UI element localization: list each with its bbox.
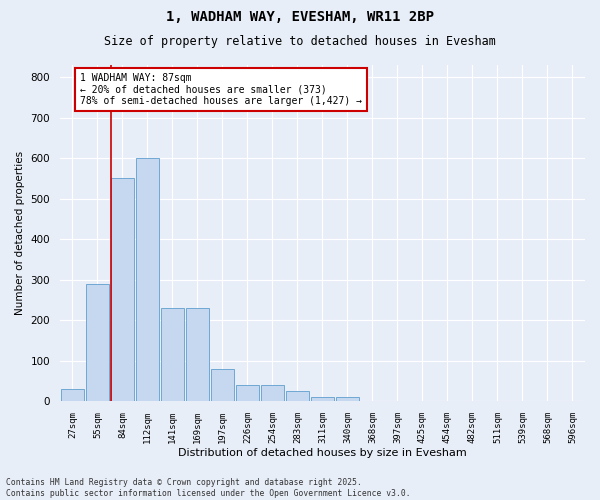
- Bar: [236, 385, 259, 402]
- Bar: [336, 398, 359, 402]
- Bar: [186, 308, 209, 402]
- Bar: [111, 178, 134, 402]
- Bar: [311, 398, 334, 402]
- Bar: [161, 308, 184, 402]
- Text: 1, WADHAM WAY, EVESHAM, WR11 2BP: 1, WADHAM WAY, EVESHAM, WR11 2BP: [166, 10, 434, 24]
- Bar: [86, 284, 109, 402]
- Y-axis label: Number of detached properties: Number of detached properties: [15, 151, 25, 315]
- Bar: [261, 385, 284, 402]
- Text: 1 WADHAM WAY: 87sqm
← 20% of detached houses are smaller (373)
78% of semi-detac: 1 WADHAM WAY: 87sqm ← 20% of detached ho…: [80, 73, 362, 106]
- Text: Contains HM Land Registry data © Crown copyright and database right 2025.
Contai: Contains HM Land Registry data © Crown c…: [6, 478, 410, 498]
- X-axis label: Distribution of detached houses by size in Evesham: Distribution of detached houses by size …: [178, 448, 467, 458]
- Bar: [211, 369, 233, 402]
- Bar: [136, 158, 158, 402]
- Bar: [286, 391, 308, 402]
- Text: Size of property relative to detached houses in Evesham: Size of property relative to detached ho…: [104, 35, 496, 48]
- Bar: [61, 389, 83, 402]
